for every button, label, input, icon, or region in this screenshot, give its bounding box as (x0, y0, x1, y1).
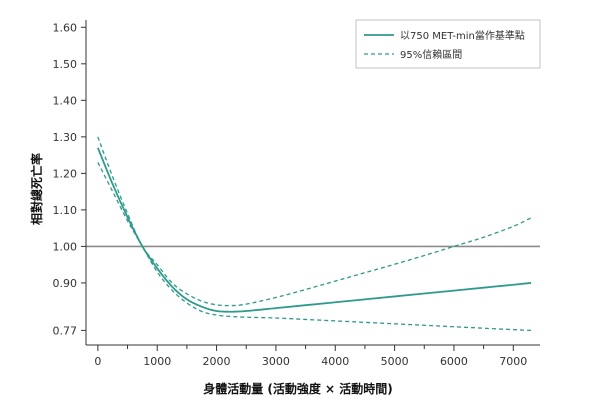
legend-layer: 以750 MET-min當作基準點 95%信賴區間 (355, 19, 541, 69)
x-axis-title: 身體活動量 (活動強度 × 活動時間) (203, 381, 393, 396)
y-tick-label: 1.40 (53, 94, 78, 107)
x-tick-label: 2000 (203, 355, 231, 368)
legend-label: 95%信賴區間 (400, 48, 462, 61)
y-tick-label: 0.77 (53, 324, 78, 337)
y-axis-title: 相對總死亡率 (29, 153, 44, 225)
y-tick-label: 1.50 (53, 58, 78, 71)
x-tick-label: 5000 (381, 355, 409, 368)
y-tick-label: 1.20 (53, 167, 78, 180)
x-tick-label: 1000 (143, 355, 171, 368)
legend-label: 以750 MET-min當作基準點 (400, 29, 525, 42)
y-tick-label: 1.30 (53, 131, 78, 144)
x-tick-label: 3000 (262, 355, 290, 368)
series-line-ci-lower (97, 162, 532, 332)
x-tick-label: 4000 (321, 355, 349, 368)
series-layer (97, 136, 532, 332)
y-tick-label: 0.90 (53, 277, 78, 290)
x-tick-label: 7000 (499, 355, 527, 368)
axis-layer: 0.77 0.90 1.00 1.10 1.20 1.30 1.40 1.50 1.60 0 100… (53, 20, 540, 368)
legend-box (355, 19, 541, 69)
x-tick-label: 6000 (440, 355, 468, 368)
y-tick-label: 1.10 (53, 204, 78, 217)
y-tick-label: 1.00 (53, 240, 78, 253)
x-tick-label: 0 (94, 355, 101, 368)
series-line-ci-upper (97, 136, 532, 307)
y-tick-label: 1.60 (53, 21, 78, 34)
